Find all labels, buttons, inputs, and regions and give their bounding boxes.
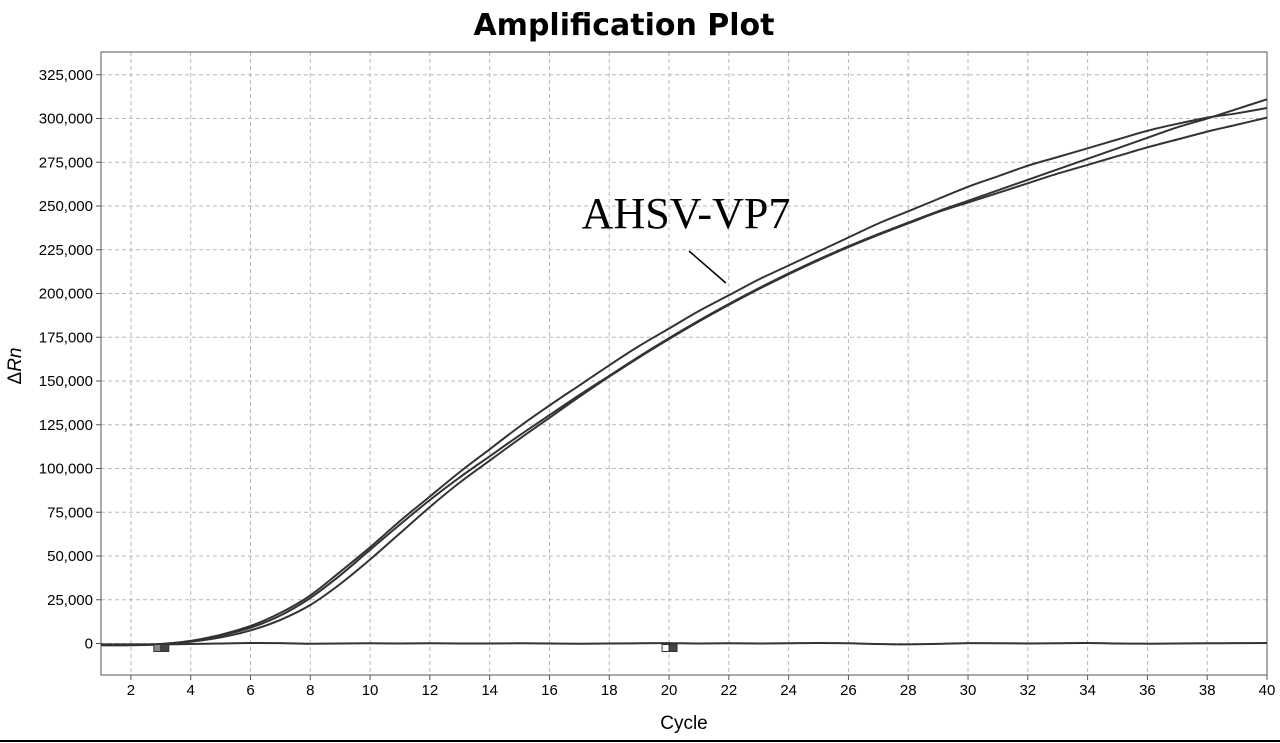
plot-frame xyxy=(100,51,1268,676)
marker-right-block xyxy=(160,644,170,652)
chart-title: Amplification Plot xyxy=(473,8,774,43)
marker-left-block xyxy=(661,644,670,652)
y-tick-label: 100,000 xyxy=(39,461,93,478)
y-tick-label: 175,000 xyxy=(39,329,93,346)
x-tick-label: 14 xyxy=(481,682,498,699)
y-axis-ticks: 0 25,000 50,000 75,000 100,000 125,000 150,000… xyxy=(39,67,101,653)
annotation-label: AHSV-VP7 xyxy=(582,189,791,238)
y-tick-label: 125,000 xyxy=(39,417,93,434)
x-tick-label: 26 xyxy=(840,682,857,699)
y-tick-label: 0 xyxy=(85,636,93,653)
x-axis-ticks: 2 4 6 8 10 12 14 16 18 20 22 24 26 28 30 32 34 36 38 40 xyxy=(127,675,1276,699)
x-tick-label: 32 xyxy=(1019,682,1036,699)
y-tick-label: 25,000 xyxy=(47,592,93,609)
marker-left-block xyxy=(153,644,162,652)
series-lines xyxy=(100,98,1268,647)
x-tick-label: 34 xyxy=(1079,682,1096,699)
x-tick-label: 38 xyxy=(1199,682,1216,699)
x-tick-label: 2 xyxy=(127,682,135,699)
series-line-2 xyxy=(100,98,1268,646)
x-tick-label: 4 xyxy=(187,682,195,699)
x-axis-label: Cycle xyxy=(660,713,708,734)
y-tick-label: 225,000 xyxy=(39,242,93,259)
gridlines xyxy=(101,52,1267,675)
y-tick-label: 50,000 xyxy=(47,548,93,565)
x-tick-label: 6 xyxy=(246,682,254,699)
x-tick-label: 28 xyxy=(900,682,917,699)
y-axis-label-rn: Rn xyxy=(5,348,26,372)
x-tick-label: 18 xyxy=(601,682,618,699)
x-tick-label: 20 xyxy=(661,682,678,699)
x-tick-label: 12 xyxy=(422,682,439,699)
annotation-leader-line xyxy=(688,250,727,284)
x-tick-label: 8 xyxy=(306,682,314,699)
threshold-start-marker xyxy=(153,644,170,652)
y-tick-label: 200,000 xyxy=(39,286,93,303)
y-tick-label: 250,000 xyxy=(39,198,93,215)
x-tick-label: 24 xyxy=(780,682,797,699)
x-tick-label: 16 xyxy=(541,682,558,699)
series-line-3 xyxy=(100,116,1268,646)
y-tick-label: 150,000 xyxy=(39,373,93,390)
series-line-4 xyxy=(100,641,1268,647)
y-tick-label: 325,000 xyxy=(39,67,93,84)
x-tick-label: 30 xyxy=(960,682,977,699)
x-tick-label: 40 xyxy=(1259,682,1276,699)
y-axis-label: ΔRn xyxy=(5,348,26,385)
x-tick-label: 36 xyxy=(1139,682,1156,699)
y-tick-label: 275,000 xyxy=(39,154,93,171)
marker-right-block xyxy=(668,644,678,652)
x-tick-label: 10 xyxy=(362,682,379,699)
threshold-markers xyxy=(153,644,678,652)
series-line-1 xyxy=(101,107,1268,646)
y-tick-label: 75,000 xyxy=(47,504,93,521)
threshold-end-marker xyxy=(661,644,678,652)
y-tick-label: 300,000 xyxy=(39,111,93,128)
y-axis-label-delta: Δ xyxy=(5,372,26,385)
x-tick-label: 22 xyxy=(721,682,738,699)
